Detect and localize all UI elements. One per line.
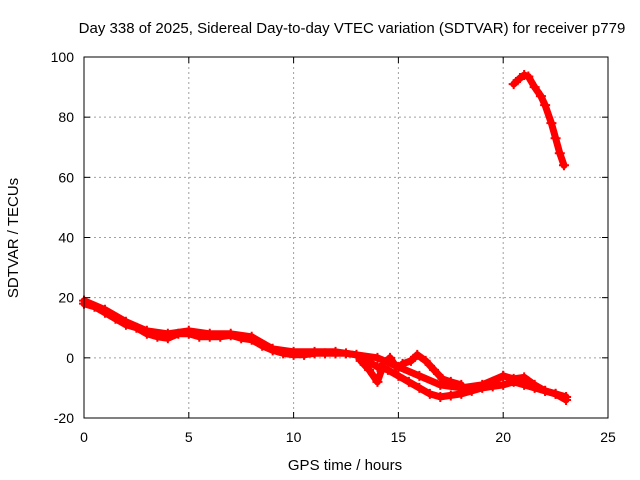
data-point [372,352,383,363]
data-point [437,373,448,384]
data-point [523,71,534,82]
data-point [288,346,299,357]
data-point [535,91,546,102]
data-point [445,376,456,387]
data-point [414,370,425,381]
series-line [357,354,400,386]
data-point [554,148,565,159]
x-tick-label: 20 [495,429,511,445]
data-point [498,370,509,381]
data-point [424,388,435,399]
series-layer [79,70,572,405]
data-point [391,361,402,372]
data-point [405,355,416,366]
data-point [403,376,414,387]
data-point [498,379,509,390]
data-point [397,358,408,369]
data-point [435,391,446,402]
data-point [267,343,278,354]
data-point [99,304,110,315]
data-point [550,388,561,399]
data-point [372,376,383,387]
data-point [225,328,236,339]
chart-title: Day 338 of 2025, Sidereal Day-to-day VTE… [79,20,626,37]
data-point [141,325,152,336]
data-point [309,346,320,357]
data-point [456,379,467,390]
data-point [414,382,425,393]
data-point [477,379,488,390]
data-point [355,355,366,366]
data-point [162,328,173,339]
x-tick-label: 15 [391,429,407,445]
data-point [393,370,404,381]
data-point [558,160,569,171]
x-axis-title: GPS time / hours [288,457,402,474]
y-tick-label: 80 [58,109,74,125]
tick-layer: 0 5 10 15 20 25 -20 0 20 40 60 80 100 [51,49,616,445]
grid-layer [84,57,608,418]
data-point [529,379,540,390]
data-point [385,352,396,363]
data-point [540,385,551,396]
data-point [550,133,561,144]
x-tick-label: 0 [80,429,88,445]
data-point [529,82,540,93]
data-point [364,364,375,375]
series-line [510,71,568,169]
y-axis-title: SDTVAR / TECUs [5,178,22,298]
data-point [429,364,440,375]
data-point [508,79,519,90]
data-point [246,331,257,342]
data-point [204,328,215,339]
y-tick-label: 100 [51,49,75,65]
x-tick-label: 5 [185,429,193,445]
data-point [508,373,519,384]
y-tick-label: -20 [54,410,74,426]
y-tick-label: 20 [58,290,74,306]
x-tick-label: 10 [286,429,302,445]
data-point [378,358,389,369]
y-tick-label: 60 [58,169,74,185]
data-point [445,390,456,401]
data-point [183,325,194,336]
data-point [561,394,572,405]
data-point [120,316,131,327]
data-point [420,355,431,366]
data-point [540,100,551,111]
data-point [546,118,557,129]
data-point [351,349,362,360]
y-tick-label: 40 [58,230,74,246]
data-point [519,372,530,383]
x-tick-label: 25 [600,429,616,445]
data-point [487,376,498,387]
data-point [330,346,341,357]
y-tick-label: 0 [66,350,74,366]
data-point [412,349,423,360]
